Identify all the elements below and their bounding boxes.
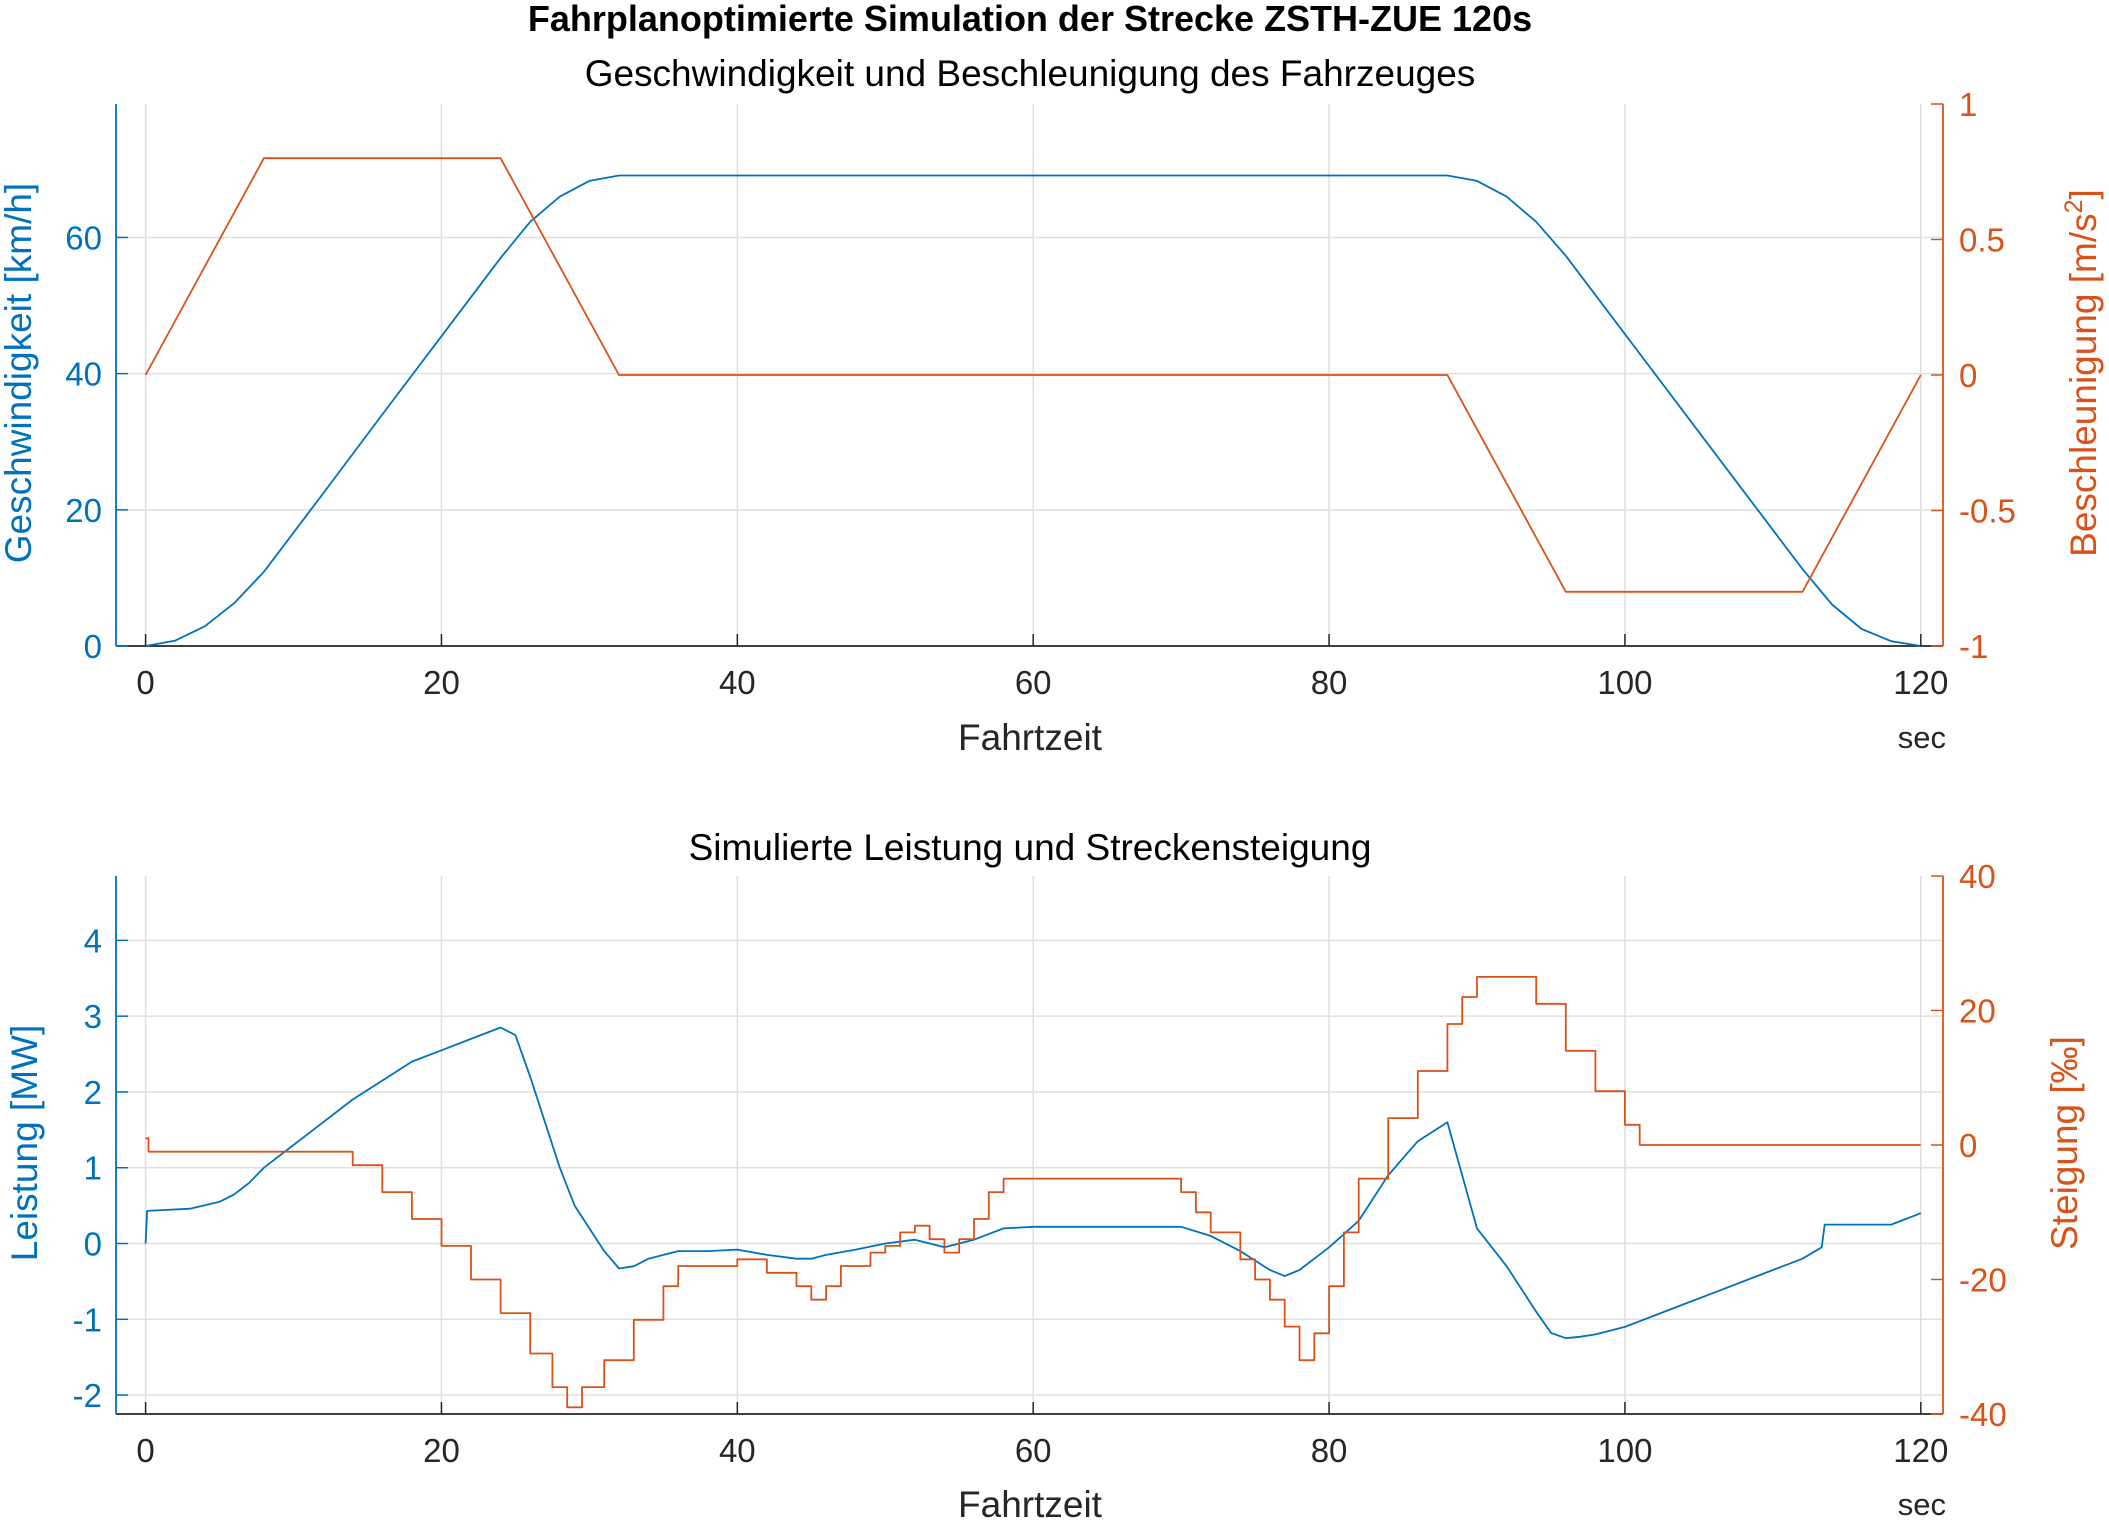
y-left-tick-label: 1: [84, 1150, 102, 1187]
y-right-tick-label: -0.5: [1959, 493, 2016, 530]
bottom-x-label: Fahrtzeit: [958, 1484, 1103, 1525]
y-left-tick-label: 2: [84, 1074, 102, 1111]
top-y-right-label: Beschleunigung [m/s2]: [2060, 189, 2104, 557]
y-left-tick-label: 3: [84, 998, 102, 1035]
y-left-tick-label: 60: [65, 219, 102, 256]
x-tick-label: 60: [1015, 664, 1052, 701]
y-left-tick-label: -2: [73, 1377, 102, 1414]
top-y-right-label-end: ]: [2063, 189, 2104, 199]
x-tick-label: 100: [1597, 1432, 1652, 1469]
top-x-label: Fahrtzeit: [958, 717, 1103, 758]
top-chart-title: Geschwindigkeit und Beschleunigung des F…: [585, 53, 1476, 94]
y-right-tick-label: 0: [1959, 1127, 1977, 1164]
y-left-tick-label: 0: [84, 628, 102, 665]
x-tick-label: 100: [1597, 664, 1652, 701]
y-right-tick-label: -40: [1959, 1396, 2007, 1433]
x-tick-label: 60: [1015, 1432, 1052, 1469]
bottom-y-left-label: Leistung [MW]: [4, 1025, 45, 1261]
bottom-x-unit: sec: [1898, 1487, 1946, 1522]
top-y-left-label: Geschwindigkeit [km/h]: [0, 183, 39, 563]
top-ticks: 0 20 40 60 80 100 120 0 20 40 60 -1 -0.5 0 0.5 1: [65, 86, 2016, 701]
bottom-ticks: 0 20 40 60 80 100 120 -2 -1 0 1 2 3 4 -40 -20 0 20 40: [73, 858, 2007, 1469]
power-gradient-chart: Simulierte Leistung und Streckensteigung…: [4, 827, 2085, 1525]
speed-acceleration-chart: Geschwindigkeit und Beschleunigung des F…: [0, 53, 2104, 758]
x-tick-label: 0: [136, 664, 154, 701]
y-right-tick-label: 0: [1959, 357, 1977, 394]
x-tick-label: 20: [423, 664, 460, 701]
y-right-tick-label: 40: [1959, 858, 1996, 895]
x-tick-label: 120: [1893, 664, 1948, 701]
bottom-y-right-label: Steigung [‰]: [2044, 1036, 2085, 1250]
bottom-grid: [116, 876, 1943, 1414]
top-y-right-label-sup: 2: [2060, 199, 2088, 213]
x-tick-label: 20: [423, 1432, 460, 1469]
top-y-right-label-main: Beschleunigung [m/s: [2063, 213, 2104, 556]
y-right-tick-label: 1: [1959, 86, 1977, 123]
x-tick-label: 40: [719, 664, 756, 701]
x-tick-label: 0: [136, 1432, 154, 1469]
y-right-tick-label: -1: [1959, 628, 1988, 665]
x-tick-label: 80: [1311, 1432, 1348, 1469]
y-left-tick-label: 20: [65, 492, 102, 529]
bottom-series-right-line: [145, 976, 1921, 1409]
y-right-tick-label: 0.5: [1959, 222, 2005, 259]
figure-title: Fahrplanoptimierte Simulation der Streck…: [528, 0, 1532, 39]
y-left-tick-label: -1: [73, 1301, 102, 1338]
y-right-tick-label: -20: [1959, 1262, 2007, 1299]
top-x-unit: sec: [1898, 720, 1946, 755]
bottom-chart-title: Simulierte Leistung und Streckensteigung: [689, 827, 1372, 868]
x-tick-label: 80: [1311, 664, 1348, 701]
x-tick-label: 40: [719, 1432, 756, 1469]
y-right-tick-label: 20: [1959, 993, 1996, 1030]
y-left-tick-label: 0: [84, 1226, 102, 1263]
y-left-tick-label: 40: [65, 356, 102, 393]
top-series-right-line: [144, 157, 1922, 593]
top-series-left-line: [145, 174, 1921, 647]
y-left-tick-label: 4: [84, 922, 102, 959]
bottom-series: [144, 976, 1922, 1409]
x-tick-label: 120: [1893, 1432, 1948, 1469]
top-series: [144, 157, 1922, 647]
